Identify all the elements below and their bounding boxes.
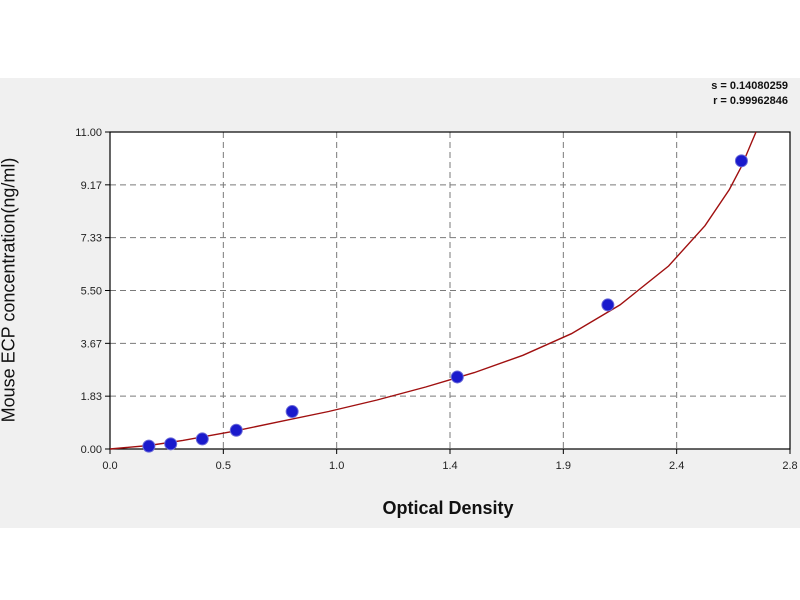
stat-s: s = 0.14080259 xyxy=(711,80,788,92)
data-point xyxy=(734,154,748,168)
data-point xyxy=(195,432,209,446)
y-tick-label: 0.00 xyxy=(81,444,102,456)
data-point xyxy=(229,423,243,437)
fit-curve xyxy=(109,131,757,450)
plot-frame xyxy=(109,131,791,450)
x-tick-label: 2.8 xyxy=(782,460,797,472)
x-tick-label: 0.5 xyxy=(216,460,231,472)
y-tick-label: 5.50 xyxy=(81,286,102,298)
y-tick-label: 7.33 xyxy=(81,233,102,245)
stat-r: r = 0.99962846 xyxy=(713,95,788,107)
x-tick-label: 1.4 xyxy=(442,460,457,472)
data-point xyxy=(450,370,464,384)
y-tick-label: 11.00 xyxy=(75,127,102,139)
data-point xyxy=(164,437,178,451)
x-tick-label: 2.4 xyxy=(669,460,684,472)
data-point xyxy=(285,405,299,419)
x-tick-label: 0.0 xyxy=(102,460,117,472)
x-tick-label: 1.0 xyxy=(329,460,344,472)
data-point xyxy=(142,439,156,453)
y-tick-label: 1.83 xyxy=(81,391,102,403)
x-tick-label: 1.9 xyxy=(556,460,571,472)
y-tick-label: 3.67 xyxy=(81,338,102,350)
y-tick-label: 9.17 xyxy=(81,180,102,192)
x-axis-label: Optical Density xyxy=(382,498,514,518)
y-axis-label: Mouse ECP concentration(ng/ml) xyxy=(0,157,19,423)
data-point xyxy=(601,298,615,312)
